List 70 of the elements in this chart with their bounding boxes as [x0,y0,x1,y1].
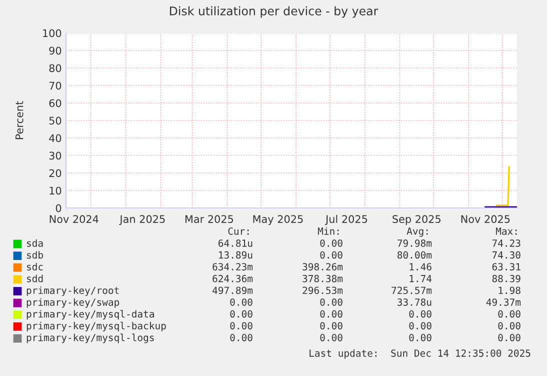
text: 0.00 [320,298,342,306]
text: 88.39 [492,274,520,282]
text: 497.89m [212,286,253,294]
text: 74.30 [492,251,520,259]
y-tick-label: 60 [49,99,62,108]
text: 1.46 [410,263,432,270]
x-tick-label: Nov 2024 [50,215,98,224]
text: 0.00 [498,334,520,342]
text: 398.26m [302,263,343,270]
text: 0.00 [320,251,342,259]
text: 1.74 [410,275,432,282]
text: 80.00m [398,251,432,259]
text: 64.81u [218,239,252,247]
text: 0.00 [320,322,342,330]
text: 0.00 [498,322,520,330]
legend-label: primary-key/mysql-backup [26,322,166,332]
text: 725.57m [392,286,432,294]
x-tick-label: Sep 2025 [392,215,440,226]
x-tick-label: Jul 2025 [325,214,368,225]
legend-label: sdb [27,251,43,259]
text: 624.36m [212,274,253,282]
text: 0.00 [498,310,520,318]
text: 33.78u [398,298,432,306]
y-tick-label: 20 [49,169,62,178]
legend-label: primary-key/root [26,286,119,296]
text: 0.00 [230,334,252,342]
text: 0.00 [320,310,342,318]
legend-label: sda [27,239,43,247]
y-axis-title: Percent [16,101,24,140]
y-tick-label: 0 [56,204,62,212]
text: Max: [496,228,517,235]
y-tick-label: 70 [49,82,62,90]
text: 74.23 [492,239,520,247]
y-tick-label: 50 [49,116,62,125]
text: Last update: Sun Dec 14 12:35:00 2025 [310,349,530,359]
legend-label: sdd [27,274,43,282]
text: 13.89u [219,251,252,259]
text: Cur: [228,227,249,235]
y-tick-label: 30 [49,152,62,160]
x-tick-label: Mar 2025 [185,215,234,224]
text: 0.00 [230,322,252,330]
text: 0.00 [409,334,432,342]
chart-title: Disk utilization per device - by year [170,6,378,18]
x-tick-label: Jan 2025 [119,215,165,225]
y-tick-label: 40 [49,134,62,142]
x-tick-label: Nov 2025 [461,215,510,224]
text: 0.00 [230,310,252,318]
text: 79.98m [398,239,432,247]
x-tick-label: May 2025 [253,215,303,226]
y-tick-label: 90 [49,46,62,55]
text: 1.98 [498,286,520,294]
text: 0.00 [409,322,432,330]
text: 63.31 [492,263,520,270]
text: 0.00 [320,334,342,342]
text: 378.38m [302,274,343,282]
text: Min: [318,227,339,235]
legend-label: primary-key/swap [26,298,120,308]
text: 0.00 [230,298,252,306]
text: 49.37m [486,298,521,306]
text: 634.23m [212,263,253,270]
legend-label: primary-key/mysql-data [26,310,154,320]
text: 0.00 [409,310,432,318]
legend-label: sdc [27,262,43,270]
y-tick-label: 100 [43,29,62,38]
text: 296.53m [302,286,343,294]
y-tick-label: 80 [49,64,62,72]
text: Avg: [406,228,428,237]
y-tick-label: 10 [50,186,62,195]
legend-label: primary-key/mysql-logs [26,334,154,344]
text: 0.00 [320,239,342,247]
